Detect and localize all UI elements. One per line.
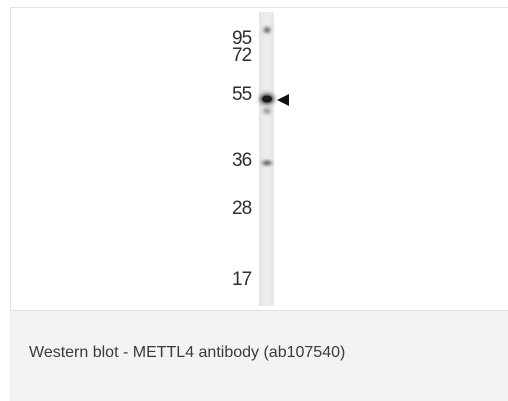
band-secondary bbox=[263, 108, 271, 114]
western-blot-figure: 95 72 55 36 28 17 bbox=[232, 12, 289, 306]
marker-95: 95 bbox=[232, 28, 252, 49]
band-95kda bbox=[263, 27, 271, 33]
marker-36: 36 bbox=[232, 150, 252, 171]
blot-lane bbox=[259, 12, 274, 306]
caption-panel: Western blot - METTL4 antibody (ab107540… bbox=[10, 311, 508, 401]
marker-72: 72 bbox=[232, 45, 252, 66]
band-36kda bbox=[262, 160, 272, 166]
band-main-target-core bbox=[262, 95, 272, 103]
marker-28: 28 bbox=[232, 198, 252, 219]
western-blot-image: 95 72 55 36 28 17 bbox=[10, 7, 508, 311]
image-caption: Western blot - METTL4 antibody (ab107540… bbox=[29, 344, 346, 361]
band-pointer-arrow-icon bbox=[277, 94, 289, 106]
marker-17: 17 bbox=[232, 269, 252, 290]
marker-55: 55 bbox=[232, 84, 252, 105]
